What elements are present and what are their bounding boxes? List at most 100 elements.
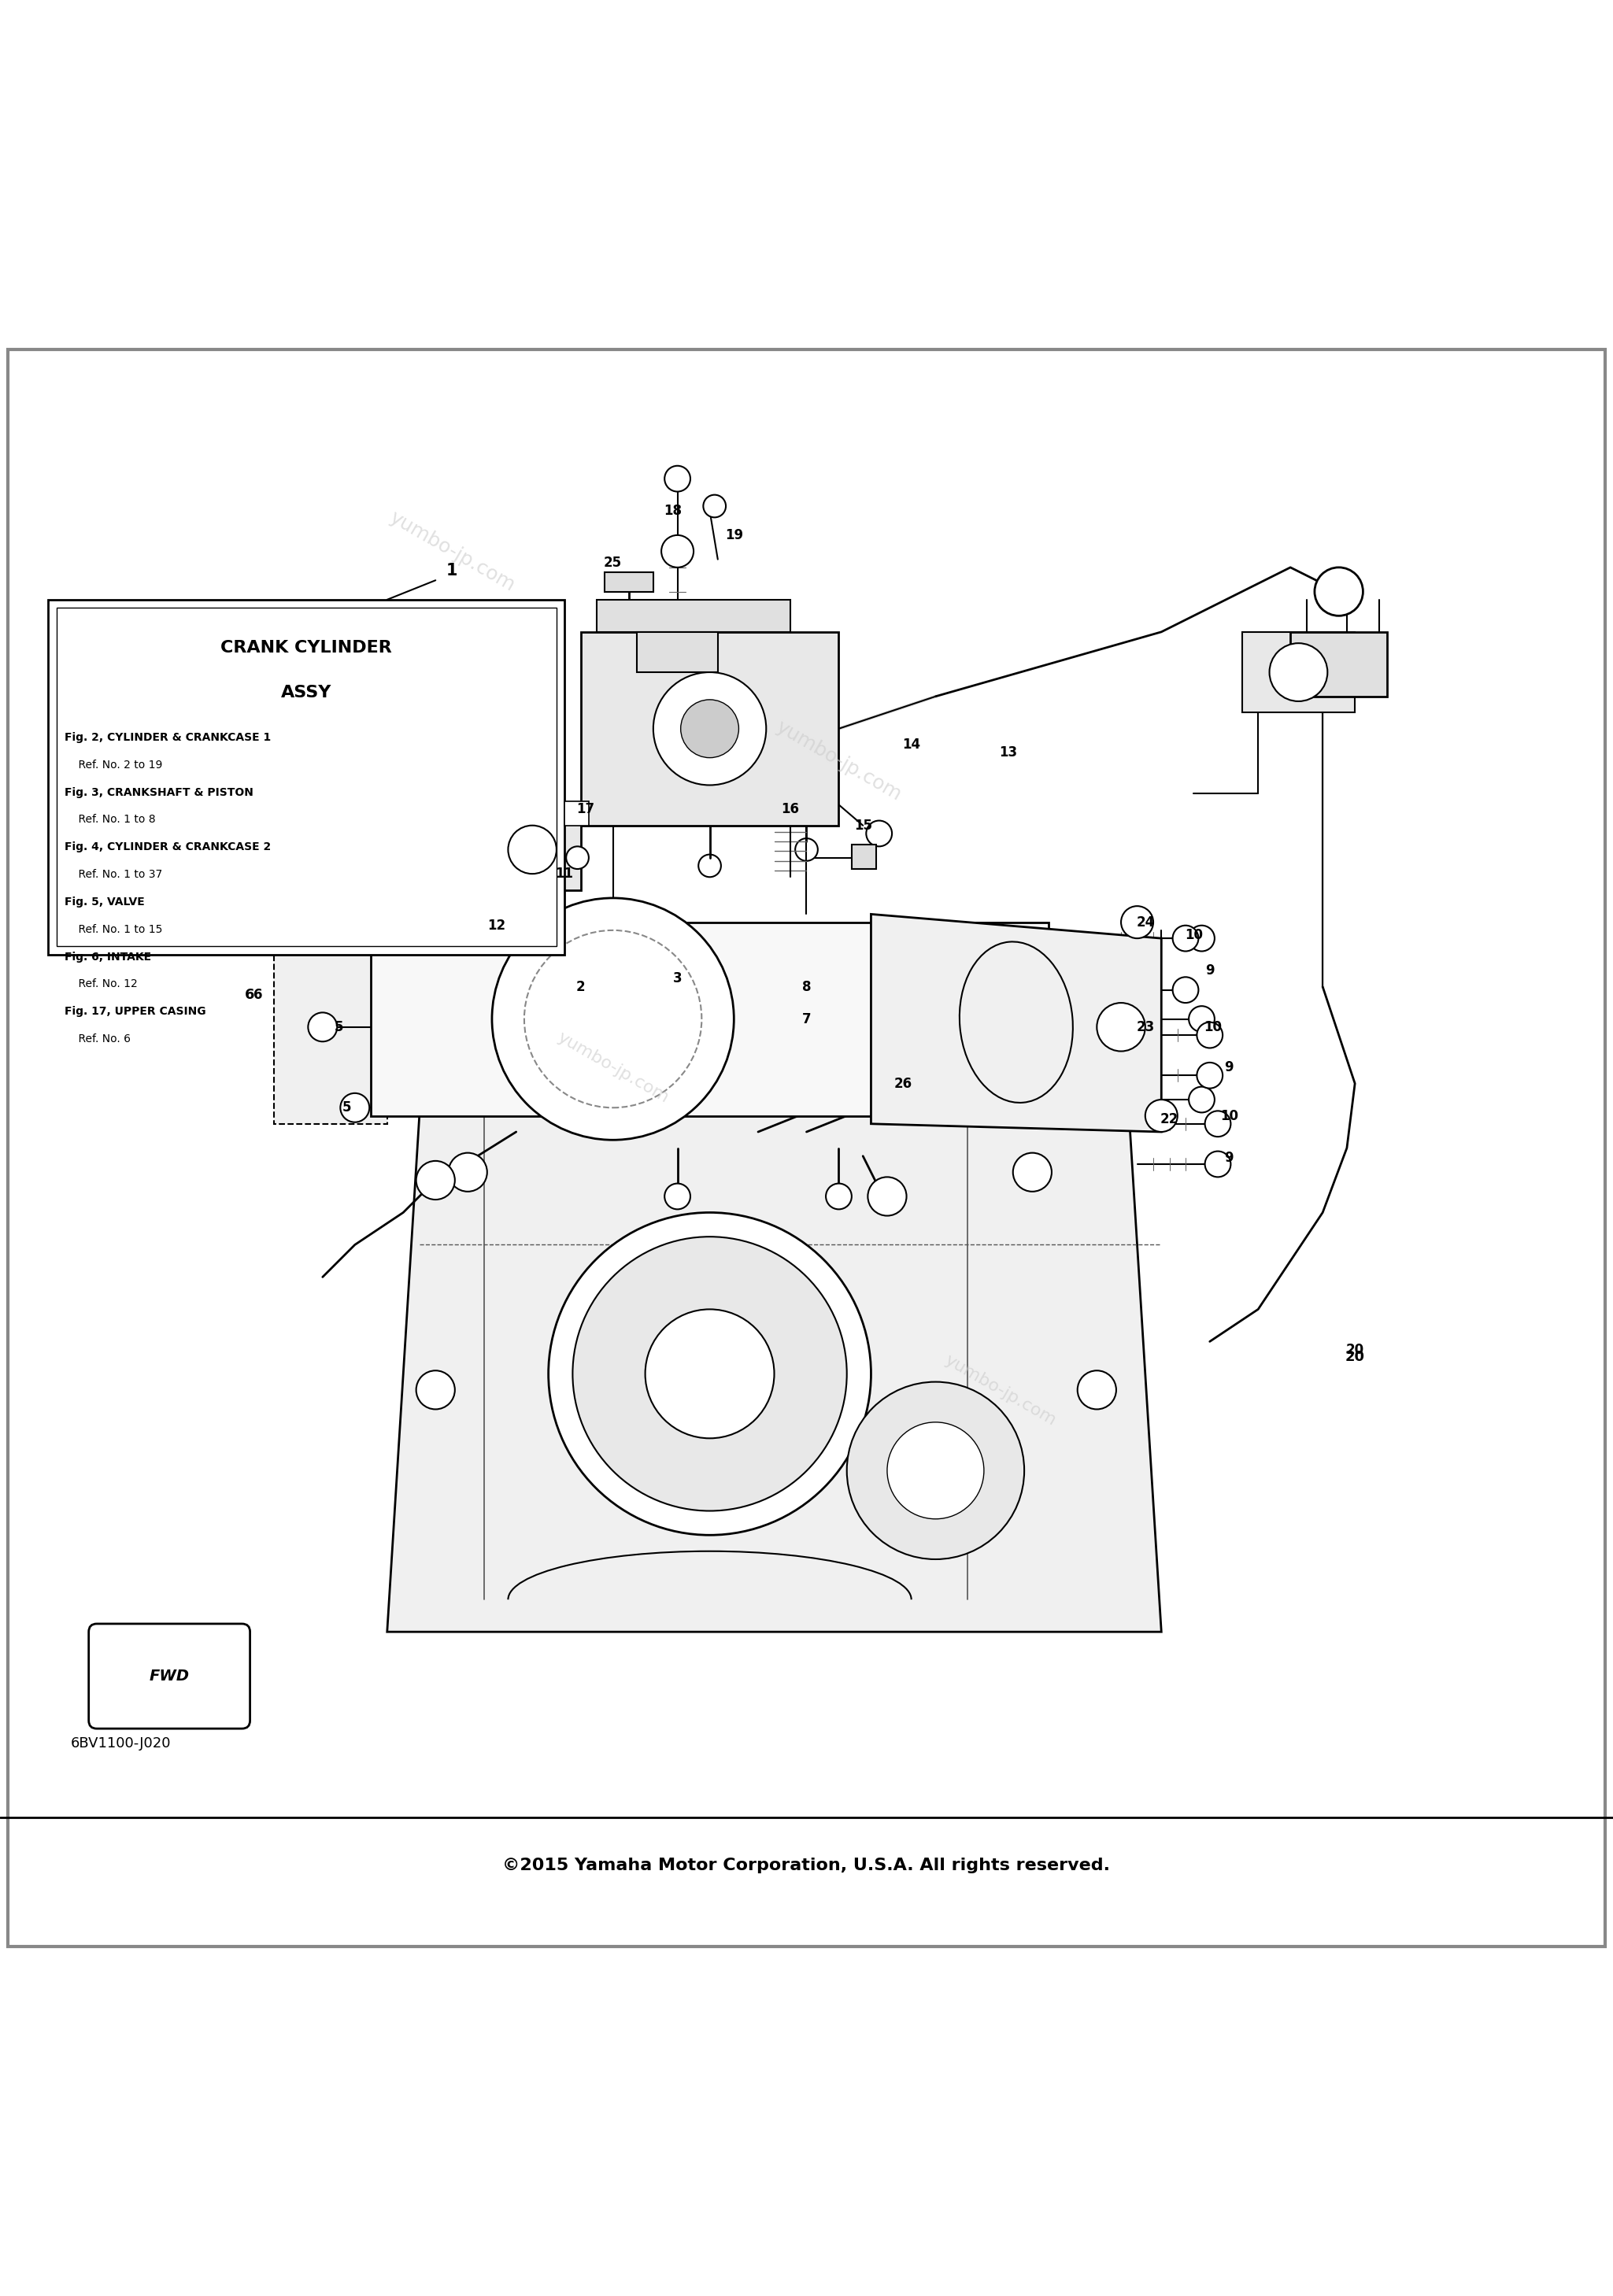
Bar [852,845,876,868]
Bar [581,631,839,827]
Text: Ref. No. 2 to 19: Ref. No. 2 to 19 [65,760,163,771]
Bar [637,631,718,673]
Text: yumbo-jp.com: yumbo-jp.com [942,1352,1058,1428]
Circle shape [653,673,766,785]
Circle shape [866,820,892,847]
Text: 2: 2 [576,980,586,994]
Text: 9: 9 [1224,1150,1234,1164]
Polygon shape [387,1116,1161,1632]
Text: 22: 22 [1160,1111,1179,1125]
Circle shape [681,700,739,758]
Text: 6BV1100-J020: 6BV1100-J020 [71,1736,171,1752]
Circle shape [698,854,721,877]
Circle shape [1173,978,1198,1003]
Circle shape [1197,1063,1223,1088]
Circle shape [1197,1022,1223,1047]
Text: 14: 14 [902,737,921,751]
Circle shape [416,1371,455,1410]
Circle shape [826,1182,852,1210]
Text: 1: 1 [445,563,458,579]
Text: 11: 11 [555,868,574,882]
Circle shape [1145,1100,1177,1132]
Polygon shape [871,914,1161,1132]
Circle shape [416,1162,455,1199]
Text: 12: 12 [487,918,506,932]
Polygon shape [1242,631,1355,712]
FancyBboxPatch shape [89,1623,250,1729]
Text: 10: 10 [1219,1109,1239,1123]
Text: 20: 20 [1345,1350,1365,1364]
Text: 23: 23 [1136,1019,1155,1033]
Text: 19: 19 [724,528,744,542]
Bar [56,608,556,946]
Polygon shape [274,914,387,1123]
Text: 18: 18 [663,503,682,519]
Circle shape [308,1013,337,1042]
Circle shape [795,838,818,861]
Text: Fig. 17, UPPER CASING: Fig. 17, UPPER CASING [65,1006,206,1017]
Text: FWD: FWD [150,1669,189,1683]
Circle shape [868,1178,907,1217]
Bar [492,891,540,939]
Circle shape [1189,925,1215,951]
Circle shape [1189,1006,1215,1031]
Text: 7: 7 [802,1013,811,1026]
Circle shape [645,1309,774,1437]
Circle shape [1173,925,1198,951]
Circle shape [703,496,726,517]
Text: 3: 3 [673,971,682,985]
Circle shape [1269,643,1327,700]
Circle shape [548,1212,871,1536]
Text: 20: 20 [1345,1343,1365,1357]
Text: 17: 17 [576,801,595,817]
Text: Ref. No. 6: Ref. No. 6 [65,1033,131,1045]
Text: 26: 26 [894,1077,913,1091]
Circle shape [566,847,589,868]
Text: 6: 6 [253,987,263,1001]
Circle shape [661,535,694,567]
Text: 5: 5 [334,1019,344,1033]
Text: Ref. No. 12: Ref. No. 12 [65,978,137,990]
Text: Fig. 5, VALVE: Fig. 5, VALVE [65,895,145,907]
Bar [48,599,565,955]
Circle shape [1097,1003,1145,1052]
Circle shape [665,466,690,491]
Circle shape [1121,907,1153,939]
Circle shape [508,827,556,875]
Text: ©2015 Yamaha Motor Corporation, U.S.A. All rights reserved.: ©2015 Yamaha Motor Corporation, U.S.A. A… [503,1857,1110,1874]
Circle shape [847,1382,1024,1559]
Text: 13: 13 [998,746,1018,760]
Circle shape [1013,1153,1052,1192]
Text: Fig. 3, CRANKSHAFT & PISTON: Fig. 3, CRANKSHAFT & PISTON [65,788,253,797]
Bar [605,572,653,592]
Text: Ref. No. 1 to 8: Ref. No. 1 to 8 [65,815,155,824]
Text: yumbo-jp.com: yumbo-jp.com [386,507,518,595]
Text: Ref. No. 1 to 15: Ref. No. 1 to 15 [65,923,163,934]
Text: 10: 10 [1203,1019,1223,1033]
Text: ASSY: ASSY [281,684,332,700]
Circle shape [1205,1150,1231,1178]
Text: CRANK CYLINDER: CRANK CYLINDER [221,641,392,657]
Bar [565,801,589,827]
Circle shape [665,1182,690,1210]
Circle shape [887,1421,984,1520]
Circle shape [1077,1371,1116,1410]
Circle shape [1315,567,1363,615]
Text: 15: 15 [853,817,873,833]
Text: 8: 8 [802,980,811,994]
Circle shape [448,1153,487,1192]
Text: 9: 9 [1224,1061,1234,1075]
Text: 16: 16 [781,801,800,817]
Polygon shape [1290,631,1387,696]
Text: 5: 5 [342,1100,352,1116]
Text: Fig. 4, CYLINDER & CRANKCASE 2: Fig. 4, CYLINDER & CRANKCASE 2 [65,843,271,852]
Circle shape [573,1238,847,1511]
Text: 6: 6 [245,987,255,1001]
Bar [597,599,790,631]
Text: yumbo-jp.com: yumbo-jp.com [555,1029,671,1107]
Circle shape [340,1093,369,1123]
Text: Ref. No. 1 to 37: Ref. No. 1 to 37 [65,868,163,879]
Circle shape [492,898,734,1139]
Circle shape [1205,1111,1231,1137]
Text: 10: 10 [1184,928,1203,941]
